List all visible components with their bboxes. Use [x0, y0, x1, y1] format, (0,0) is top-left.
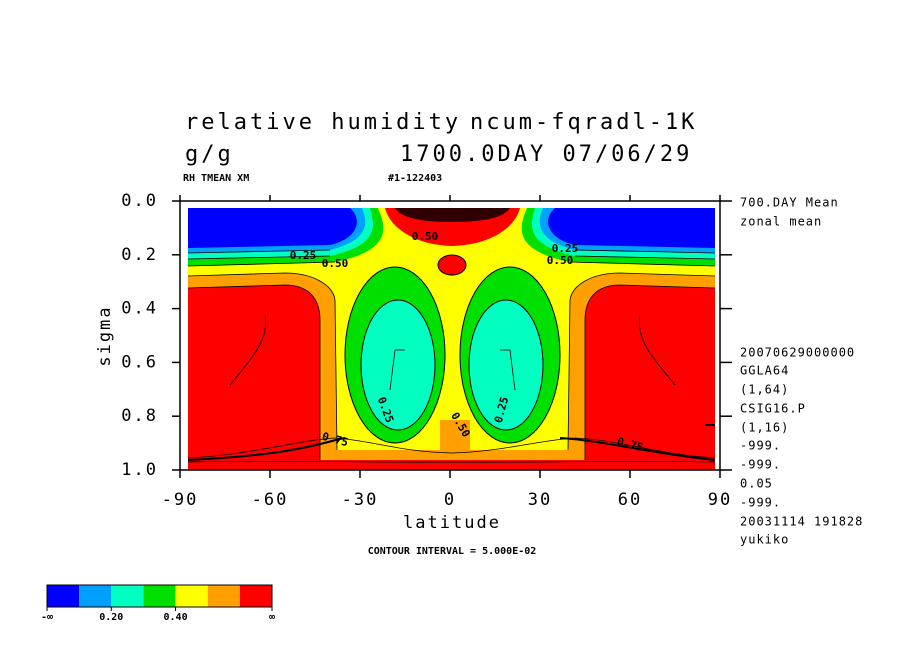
contour-label: 0.50 — [322, 257, 349, 270]
contour-lines — [187, 424, 716, 461]
chart-title: relative humidity — [185, 110, 461, 135]
info-text: 20031114 191828 — [740, 515, 863, 529]
y-tick-label: 0.0 — [121, 191, 158, 211]
units: g/g — [185, 142, 234, 167]
colorbar-label: -∞ — [41, 612, 53, 623]
info-text: 0.05 — [740, 477, 773, 491]
colorbar-label: 0.20 — [99, 612, 123, 623]
chart-subtitle: ncum-fqradl-1K — [470, 110, 697, 135]
x-tick-label: -30 — [342, 490, 379, 510]
fill-yellow — [188, 208, 715, 450]
info-text: GGLA64 — [740, 364, 789, 378]
colorbar-swatch — [239, 585, 272, 607]
colorbar-swatch — [207, 585, 240, 607]
colorbar-swatch — [79, 585, 112, 607]
x-tick-label: -60 — [252, 490, 289, 510]
y-tick-label: 0.8 — [121, 406, 158, 426]
colorbar-label: 0.40 — [164, 612, 188, 623]
fill-aqua — [468, 299, 544, 431]
x-tick-label: 0 — [444, 490, 456, 510]
y-tick-label: 0.6 — [121, 352, 158, 372]
run-label: #1-122403 — [388, 173, 442, 184]
info-text: 20070629000000 — [740, 346, 855, 360]
fill-red — [437, 254, 467, 276]
info-text: -999. — [740, 496, 781, 510]
contour-label: 0.25 — [290, 249, 317, 262]
info-text: yukiko — [740, 533, 789, 547]
colorbar-label: ∞ — [269, 612, 275, 623]
x-axis-label: latitude — [403, 513, 501, 533]
colorbar-swatch — [111, 585, 144, 607]
y-tick-label: 1.0 — [121, 460, 158, 480]
x-tick-label: -90 — [162, 490, 199, 510]
info-text: (1,64) — [740, 383, 789, 397]
footer: CONTOUR INTERVAL = 5.000E-02 — [368, 546, 537, 557]
y-axis-label: sigma — [95, 305, 115, 366]
fill-aqua — [360, 299, 436, 431]
contour-label: 0.50 — [412, 230, 439, 243]
contour-lines — [187, 249, 716, 463]
colorbar-frame — [46, 584, 273, 608]
contour-field — [187, 208, 716, 470]
info-text: -999. — [740, 458, 781, 472]
fill-dark — [395, 208, 510, 222]
colorbar-swatch — [143, 585, 176, 607]
fill-orange — [440, 420, 470, 452]
info-text: zonal mean — [740, 215, 822, 229]
fill-blue — [188, 208, 715, 248]
y-tick-label: 0.2 — [121, 245, 158, 265]
variable-label: RH TMEAN XM — [183, 173, 249, 184]
info-text: 700.DAY Mean — [740, 196, 839, 210]
time-label: 1700.0DAY 07/06/29 — [400, 142, 692, 167]
x-tick-label: 90 — [708, 490, 732, 510]
x-tick-label: 60 — [618, 490, 642, 510]
info-text: CSIG16.P — [740, 402, 806, 416]
info-text: -999. — [740, 439, 781, 453]
contour-label: 0.25 — [552, 242, 579, 255]
x-tick-label: 30 — [528, 490, 552, 510]
y-tick-label: 0.4 — [121, 299, 158, 319]
colorbar-swatch — [175, 585, 208, 607]
info-text: (1,16) — [740, 421, 789, 435]
contour-label: 0.50 — [547, 254, 574, 267]
colorbar-swatch — [47, 585, 80, 607]
